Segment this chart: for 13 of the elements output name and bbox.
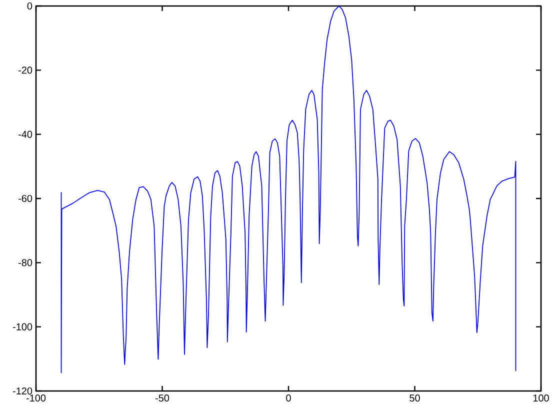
y-tick-label: 0 (27, 2, 32, 10)
y-tick-label: -120 (12, 387, 32, 395)
y-tick-label: -80 (18, 259, 32, 266)
y-tick-label: -60 (18, 194, 32, 202)
y-tick-label: -20 (18, 66, 32, 74)
line-series (60, 6, 516, 374)
x-tick-label: -100 (26, 394, 46, 402)
x-tick-label: 0 (286, 394, 291, 402)
x-tick-label: 100 (533, 394, 549, 402)
x-tick-label: -50 (155, 394, 170, 402)
y-tick-label: -100 (12, 323, 32, 330)
x-tick-label: 50 (410, 394, 420, 402)
y-tick-label: -40 (18, 130, 32, 138)
